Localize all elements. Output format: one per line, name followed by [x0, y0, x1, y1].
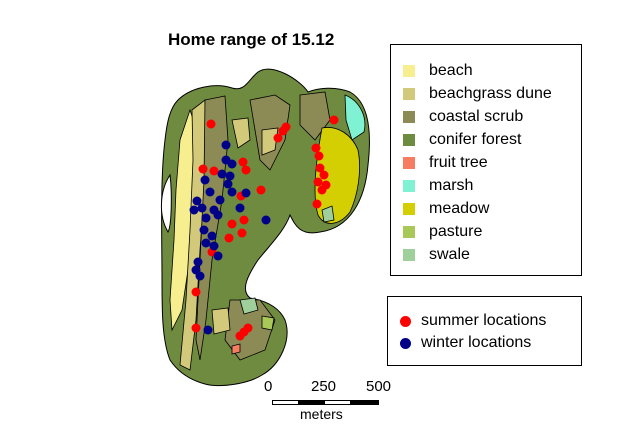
winter-location-point: [210, 242, 219, 251]
winter-dot-icon: [400, 338, 411, 349]
summer-location-point: [330, 116, 339, 125]
legend-swatch: [403, 203, 415, 215]
summer-location-point: [236, 332, 245, 341]
summer-location-point: [282, 123, 291, 132]
summer-location-point: [192, 288, 201, 297]
winter-location-point: [214, 252, 223, 261]
winter-location-point: [262, 216, 271, 225]
legend-label: meadow: [429, 200, 489, 218]
legend-swatch: [403, 65, 415, 77]
pasture-patch: [262, 316, 274, 330]
legend-label: winter locations: [421, 334, 531, 352]
winter-location-point: [214, 211, 223, 220]
summer-dot-icon: [400, 316, 411, 327]
legend-label: coastal scrub: [429, 108, 523, 126]
scale-tick: 250: [311, 378, 336, 395]
legend-item-marsh: marsh: [403, 176, 473, 196]
summer-location-point: [239, 158, 248, 167]
legend-label: fruit tree: [429, 154, 488, 172]
legend-swatch: [403, 226, 415, 238]
winter-location-point: [208, 232, 217, 241]
winter-location-point: [218, 170, 227, 179]
summer-location-point: [225, 234, 234, 243]
summer-location-point: [199, 165, 208, 174]
legend-label: beach: [429, 62, 473, 80]
winter-location-point: [202, 239, 211, 248]
legend-label: summer locations: [421, 312, 546, 330]
summer-location-point: [228, 220, 237, 229]
legend-swatch: [403, 134, 415, 146]
legend-item-beachgrass-dune: beachgrass dune: [403, 84, 552, 104]
winter-location-point: [216, 196, 225, 205]
summer-location-point: [192, 324, 201, 333]
legend-label: conifer forest: [429, 131, 521, 149]
winter-location-point: [200, 226, 209, 235]
scale-segment: [298, 400, 325, 405]
summer-location-point: [312, 144, 321, 153]
scale-segment: [350, 400, 379, 405]
winter-location-point: [222, 141, 231, 150]
location-legend: summer locations winter locations: [387, 296, 582, 366]
legend-item-meadow: meadow: [403, 199, 489, 219]
summer-location-point: [238, 229, 247, 238]
legend-item-summer: summer locations: [400, 311, 546, 331]
winter-location-point: [194, 258, 203, 267]
scale-tick: 0: [264, 378, 272, 395]
legend-label: marsh: [429, 177, 473, 195]
winter-location-point: [202, 214, 211, 223]
habitat-legend: beach beachgrass dune coastal scrub coni…: [390, 44, 582, 276]
summer-location-point: [315, 152, 324, 161]
legend-label: pasture: [429, 223, 482, 241]
legend-item-conifer-forest: conifer forest: [403, 130, 521, 150]
legend-item-coastal-scrub: coastal scrub: [403, 107, 523, 127]
summer-location-point: [318, 186, 327, 195]
legend-swatch: [403, 249, 415, 261]
summer-location-point: [320, 171, 329, 180]
summer-location-point: [313, 200, 322, 209]
dune-patch: [212, 308, 230, 334]
scale-bar: 0 250 500 meters: [270, 378, 382, 428]
legend-label: beachgrass dune: [429, 85, 552, 103]
scale-segment: [324, 400, 351, 405]
winter-location-point: [236, 204, 245, 213]
winter-location-point: [190, 206, 199, 215]
winter-location-point: [204, 326, 213, 335]
scale-unit: meters: [300, 406, 343, 422]
summer-location-point: [242, 166, 251, 175]
legend-item-swale: swale: [403, 245, 470, 265]
legend-item-winter: winter locations: [400, 333, 531, 353]
legend-item-fruit-tree: fruit tree: [403, 153, 488, 173]
winter-location-point: [196, 272, 205, 281]
winter-location-point: [224, 180, 233, 189]
summer-location-point: [210, 167, 219, 176]
scale-tick: 500: [366, 378, 391, 395]
winter-location-point: [226, 172, 235, 181]
winter-location-point: [228, 188, 237, 197]
summer-location-point: [207, 120, 216, 129]
legend-item-pasture: pasture: [403, 222, 482, 242]
scale-segment: [272, 400, 299, 405]
summer-location-point: [314, 178, 323, 187]
fruit-tree-patch: [232, 344, 240, 354]
summer-location-point: [240, 216, 249, 225]
summer-location-point: [257, 186, 266, 195]
winter-location-point: [228, 160, 237, 169]
winter-location-point: [242, 189, 251, 198]
map-title: Home range of 15.12: [168, 30, 334, 50]
legend-swatch: [403, 111, 415, 123]
winter-location-point: [206, 188, 215, 197]
legend-item-beach: beach: [403, 61, 473, 81]
legend-swatch: [403, 157, 415, 169]
winter-location-point: [198, 204, 207, 213]
summer-location-point: [244, 324, 253, 333]
legend-swatch: [403, 180, 415, 192]
legend-swatch: [403, 88, 415, 100]
summer-location-point: [274, 134, 283, 143]
legend-label: swale: [429, 246, 470, 264]
winter-location-point: [201, 176, 210, 185]
